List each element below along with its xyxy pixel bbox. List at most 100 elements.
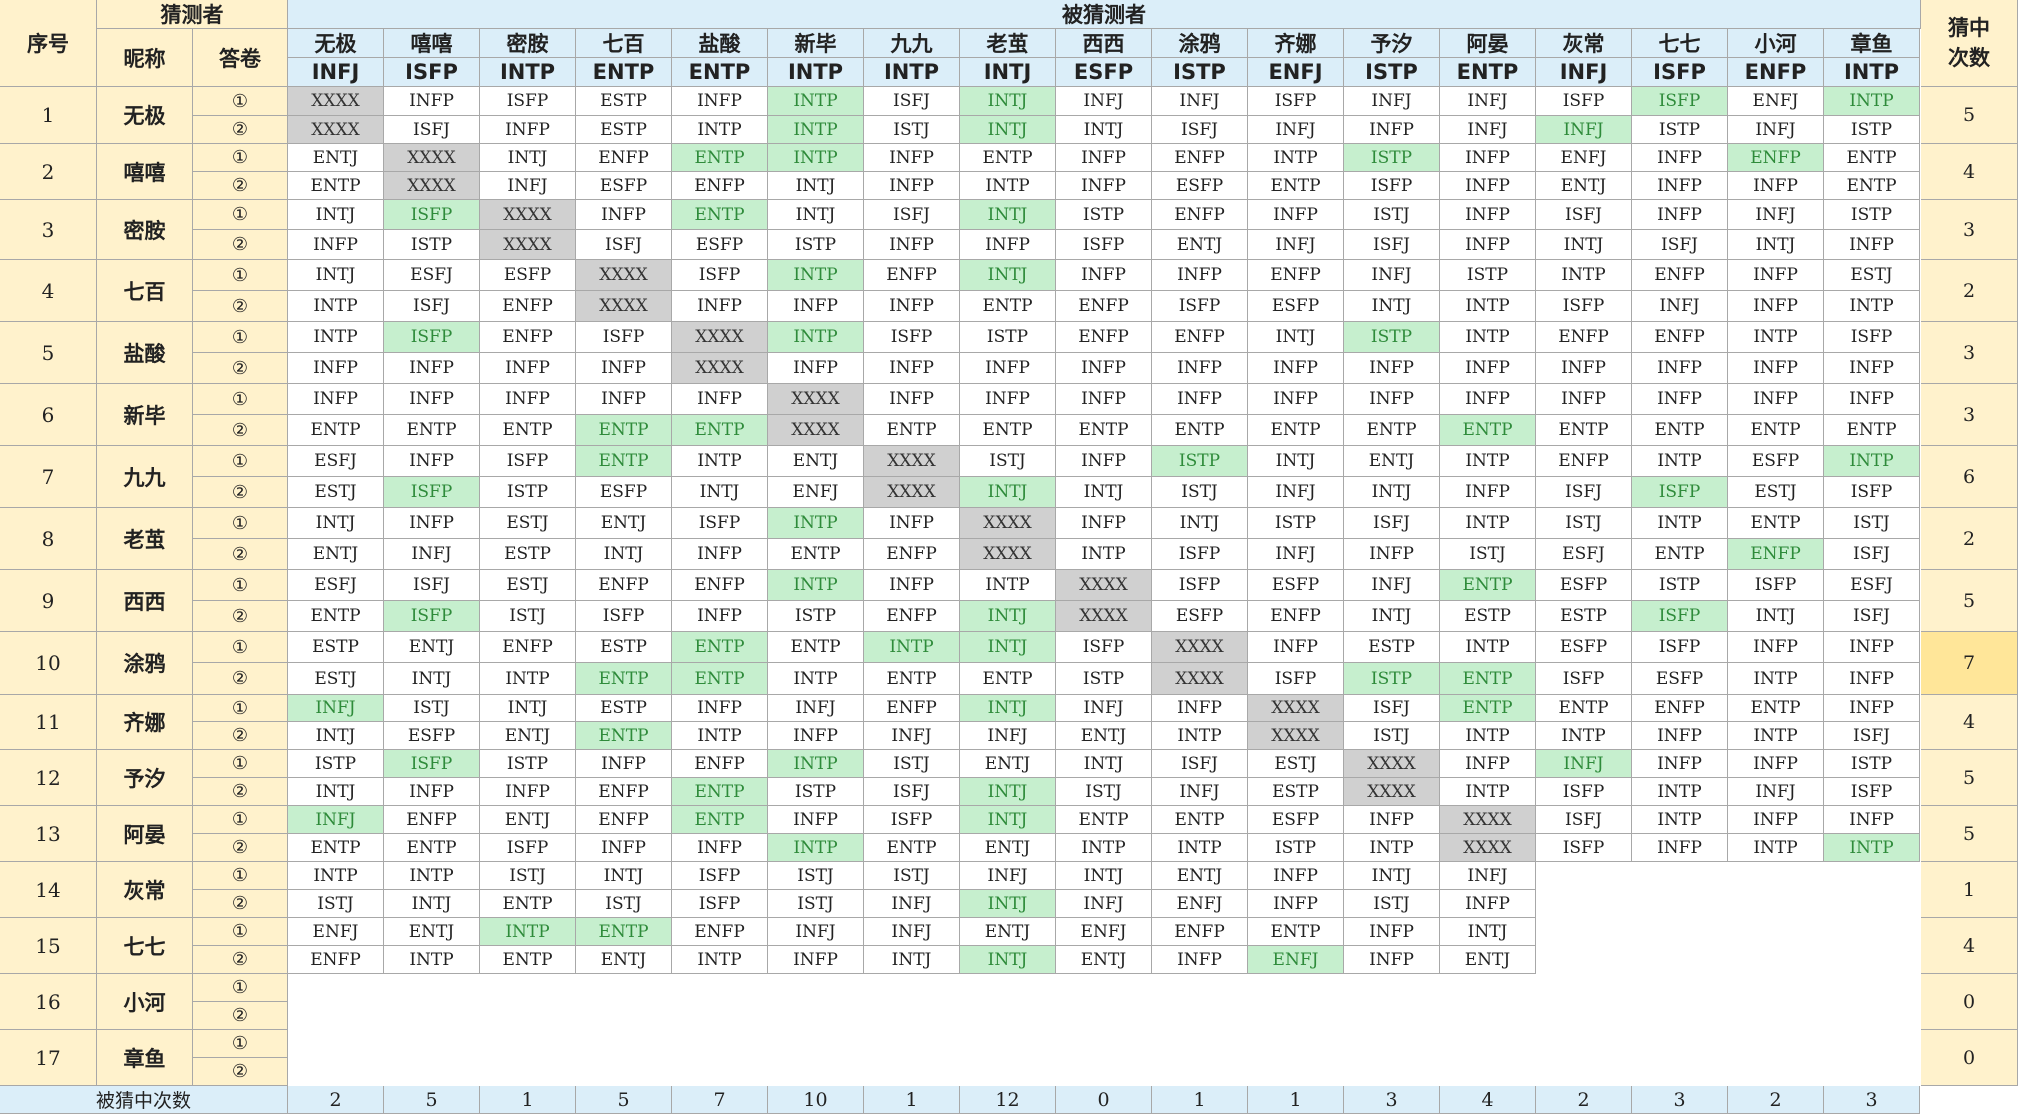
guessed-count-cell: 2 [1728,1086,1824,1114]
answer-cell: ESFP [1248,291,1344,322]
target-type-14: ISFP [1632,58,1728,87]
answer-cell: ISFJ [1824,539,1920,570]
row-hit-count: 4 [1921,695,2018,750]
answer-cell: INTP [288,322,384,353]
answer-cell: ESFP [576,172,672,200]
answer-cell: INFJ [1152,87,1248,116]
answer-cell [576,1058,672,1086]
answer-cell: INFP [864,384,960,415]
answer-cell: ESTJ [288,477,384,508]
answer-cell: INFJ [1056,695,1152,722]
answer-cell: INFJ [1248,116,1344,144]
answer-cell: INFP [1632,750,1728,778]
paper-label-1: ① [193,695,288,722]
target-name-4: 盐酸 [672,29,768,58]
answer-cell: XXXX [960,539,1056,570]
answer-cell: INTJ [1344,601,1440,632]
answer-cell: ENFP [1632,260,1728,291]
answer-cell: ENTP [480,946,576,974]
answer-cell: ISFP [384,200,480,230]
target-name-1: 嘻嘻 [384,29,480,58]
answer-cell: XXXX [960,508,1056,539]
answer-cell [576,974,672,1002]
answer-cell [1824,862,1920,890]
target-name-2: 密胺 [480,29,576,58]
answer-cell: INTP [288,862,384,890]
answer-cell: ISTP [1248,508,1344,539]
answer-cell [1824,918,1920,946]
answer-cell [1824,1058,1920,1086]
paper-label-1: ① [193,1030,288,1058]
answer-cell: XXXX [1056,601,1152,632]
answer-cell: ESTP [576,695,672,722]
answer-cell: INFP [1632,834,1728,862]
guessed-count-cell: 3 [1632,1086,1728,1114]
answer-cell [384,1002,480,1030]
answer-cell: ENTP [1440,415,1536,446]
answer-cell: ENTP [672,200,768,230]
answer-cell: INFP [1440,384,1536,415]
answer-cell: INTP [1728,834,1824,862]
answer-cell: INFP [768,353,864,384]
answer-cell: ISTP [288,750,384,778]
answer-cell: INTP [864,632,960,663]
answer-cell: ISFP [1248,87,1344,116]
answer-cell: ISTP [1344,144,1440,172]
answer-cell: ESTP [288,632,384,663]
answer-cell: ENTJ [480,722,576,750]
answer-cell: INFP [1056,446,1152,477]
answer-cell: INTJ [960,260,1056,291]
target-name-9: 涂鸦 [1152,29,1248,58]
target-type-1: ISFP [384,58,480,87]
guessed-count-cell: 1 [480,1086,576,1114]
answer-cell [1440,1002,1536,1030]
answer-cell: INFJ [1248,230,1344,260]
answer-cell: INFP [576,834,672,862]
answer-cell: INTP [1824,446,1920,477]
answer-cell [480,1030,576,1058]
answer-cell: ENTP [288,415,384,446]
guessed-count-cell: 2 [1536,1086,1632,1114]
answer-cell: INFP [1344,353,1440,384]
row-hit-count: 3 [1921,200,2018,260]
answer-cell: INFP [960,384,1056,415]
answer-cell: ISTJ [1536,508,1632,539]
answer-cell: ISTJ [288,890,384,918]
answer-cell [672,1002,768,1030]
answer-cell: ENTP [1824,144,1920,172]
answer-cell [1728,862,1824,890]
answer-cell: ESTJ [1248,750,1344,778]
answer-cell: ISTJ [1344,890,1440,918]
answer-cell: ENTP [576,446,672,477]
answer-cell: ESTJ [480,570,576,601]
answer-cell: ISTP [768,601,864,632]
answer-cell [1536,862,1632,890]
answer-cell: ISTP [960,322,1056,353]
answer-cell: ISFP [384,601,480,632]
answer-cell: INFJ [1248,539,1344,570]
answer-cell: INTP [1440,446,1536,477]
row-hit-count: 4 [1921,918,2018,974]
row-seq: 2 [0,144,97,200]
answer-cell: INTJ [1440,918,1536,946]
answer-cell: ENFP [864,601,960,632]
answer-cell [672,1058,768,1086]
answer-cell: INFJ [1728,778,1824,806]
answer-cell: INTP [1440,722,1536,750]
guesser-header: 猜测者 [97,0,288,29]
answer-cell: INTJ [1728,230,1824,260]
row-nickname: 密胺 [97,200,193,260]
answer-cell: ISFP [1632,632,1728,663]
row-hit-count: 5 [1921,570,2018,632]
answer-cell: ENTP [864,663,960,695]
answer-cell: XXXX [480,200,576,230]
answer-cell: INFP [1728,260,1824,291]
answer-cell: INFP [960,230,1056,260]
answer-cell: ISFJ [1536,806,1632,834]
answer-cell: INTJ [960,87,1056,116]
answer-cell: ESFP [384,722,480,750]
answer-cell: INFP [672,601,768,632]
answer-cell: INTP [768,322,864,353]
hits-header: 猜中次数 [1921,0,2018,87]
